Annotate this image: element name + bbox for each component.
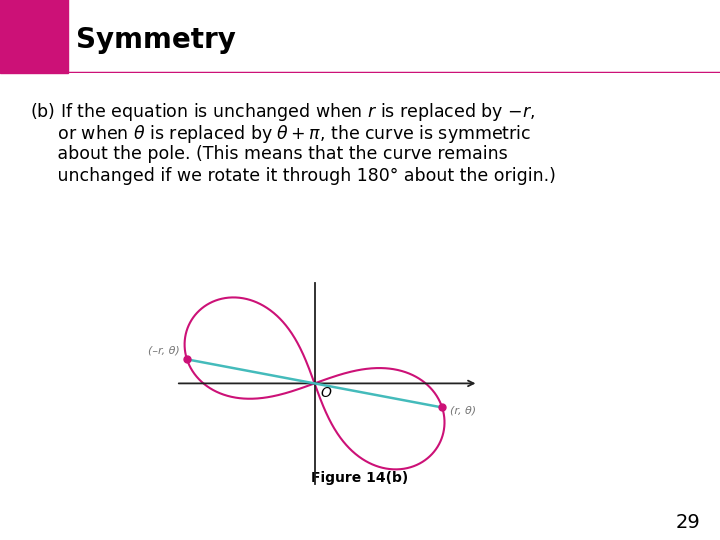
Text: (r, θ): (r, θ) <box>450 406 476 416</box>
Text: $O$: $O$ <box>320 386 333 400</box>
Text: Figure 14(b): Figure 14(b) <box>311 471 409 485</box>
Text: 29: 29 <box>675 513 700 532</box>
Text: Symmetry: Symmetry <box>76 26 235 54</box>
Text: or when $\theta$ is replaced by $\theta + \pi$, the curve is symmetric: or when $\theta$ is replaced by $\theta … <box>30 123 531 145</box>
Text: unchanged if we rotate it through 180° about the origin.): unchanged if we rotate it through 180° a… <box>30 167 556 185</box>
Text: (–r, θ): (–r, θ) <box>148 345 179 355</box>
Text: (b) If the equation is unchanged when $r$ is replaced by $-r$,: (b) If the equation is unchanged when $r… <box>30 101 535 123</box>
Text: about the pole. (This means that the curve remains: about the pole. (This means that the cur… <box>30 145 508 163</box>
Bar <box>0 0 68 73</box>
